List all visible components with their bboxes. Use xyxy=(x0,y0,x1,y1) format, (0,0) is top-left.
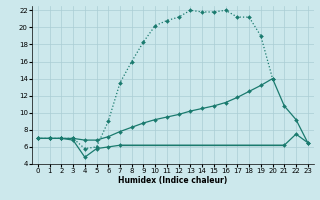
X-axis label: Humidex (Indice chaleur): Humidex (Indice chaleur) xyxy=(118,176,228,185)
